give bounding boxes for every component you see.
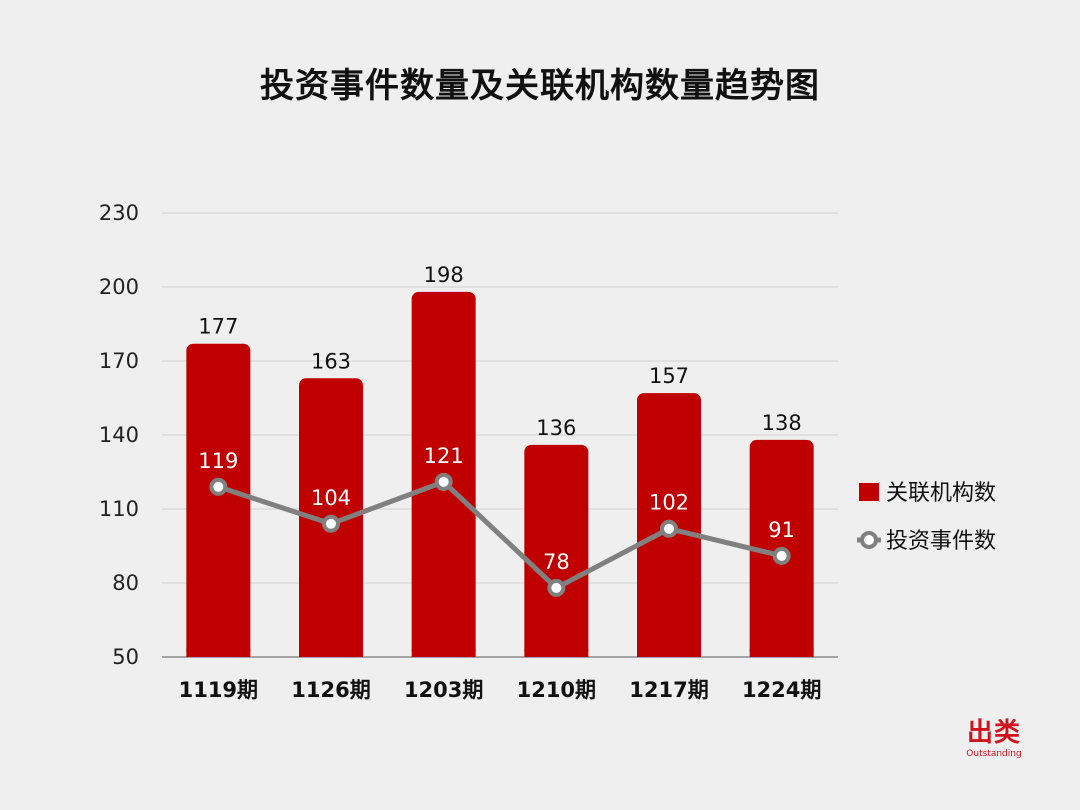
- line-point: [660, 519, 678, 538]
- y-tick-label: 200: [99, 275, 139, 299]
- x-tick-label: 1224期: [742, 678, 821, 702]
- y-tick-label: 140: [99, 423, 139, 447]
- y-tick-label: 230: [99, 201, 139, 225]
- y-tick-label: 170: [99, 349, 139, 373]
- line-value-label: 102: [649, 491, 689, 515]
- line-point: [434, 472, 453, 491]
- legend-line-marker: [860, 531, 878, 549]
- bar-base: [186, 649, 251, 657]
- bar-value-label: 136: [536, 416, 576, 440]
- line-value-label: 104: [311, 486, 351, 510]
- line-value-label: 119: [198, 449, 238, 473]
- bar-value-label: 138: [762, 411, 802, 435]
- line-point: [209, 477, 228, 496]
- brand-logo-cn: 出类: [966, 718, 1021, 748]
- bar-value-label: 177: [198, 315, 238, 339]
- y-tick-label: 50: [112, 645, 139, 669]
- y-tick-label: 80: [112, 571, 139, 595]
- x-tick-label: 1126期: [291, 678, 370, 702]
- brand-logo: 出类 Outstanding: [958, 718, 1030, 760]
- bar-base: [524, 649, 589, 657]
- bar-base: [749, 649, 814, 657]
- line-point: [547, 578, 566, 597]
- brand-logo-en: Outstanding: [966, 749, 1022, 759]
- line-value-label: 78: [543, 550, 570, 574]
- bar: [186, 343, 251, 657]
- bar: [524, 444, 589, 657]
- line-value-label: 121: [424, 444, 464, 468]
- bar-base: [411, 649, 476, 657]
- bar-value-label: 163: [311, 349, 351, 373]
- bar-value-label: 198: [424, 263, 464, 287]
- line-series: [217, 479, 783, 591]
- legend-line-label: 投资事件数: [886, 529, 996, 554]
- x-tick-label: 1203期: [404, 678, 483, 702]
- legend-bar-label: 关联机构数: [886, 481, 996, 506]
- line-point: [772, 546, 791, 565]
- line-value-label: 91: [768, 518, 795, 542]
- bar-value-label: 157: [649, 364, 689, 388]
- chart-title: 投资事件数量及关联机构数量趋势图: [260, 66, 820, 106]
- bar-base: [299, 649, 363, 657]
- line-point: [322, 514, 340, 533]
- bar-base: [637, 649, 701, 657]
- legend-bar-swatch: [859, 483, 879, 501]
- y-tick-label: 110: [99, 497, 139, 521]
- x-tick-label: 1119期: [179, 678, 258, 702]
- x-tick-label: 1217期: [629, 678, 708, 702]
- x-tick-label: 1210期: [517, 678, 596, 702]
